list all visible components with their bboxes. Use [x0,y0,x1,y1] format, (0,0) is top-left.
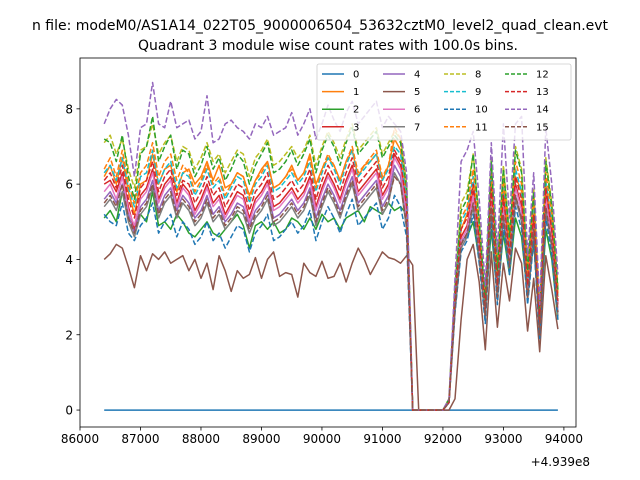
x-tick-label: 92000 [424,432,462,446]
series-line-5 [103,243,559,411]
x-tick-label: 86000 [61,432,99,446]
x-tick-label: 91000 [363,432,401,446]
legend-label-3: 3 [353,122,359,133]
x-tick-label: 93000 [484,432,522,446]
x-offset-label: +4.939e8 [531,455,590,469]
y-tick-label: 2 [65,328,73,342]
legend-label-13: 13 [536,87,549,98]
y-tick-label: 4 [65,253,73,267]
legend-label-5: 5 [414,87,420,98]
legend-label-11: 11 [475,122,488,133]
series-line-10 [103,194,559,411]
axes-frame [79,57,577,428]
legend-label-15: 15 [536,122,549,133]
figure-suptitle: n file: modeM0/AS1A14_022T05_9000006504_… [32,18,609,34]
legend-label-0: 0 [353,70,359,81]
legend-label-12: 12 [536,70,549,81]
y-tick-label: 8 [65,102,73,116]
y-tick-label: 0 [65,404,73,418]
legend-label-1: 1 [353,87,359,98]
x-tick-label: 88000 [182,432,220,446]
legend-label-10: 10 [475,105,488,116]
legend-label-6: 6 [414,105,420,116]
legend-box [316,63,572,141]
chart-title: Quadrant 3 module wise count rates with … [138,38,518,54]
legend-label-4: 4 [414,70,420,81]
legend-label-14: 14 [536,105,549,116]
legend-label-8: 8 [475,70,481,81]
x-tick-label: 94000 [545,432,583,446]
y-tick-label: 6 [65,178,73,192]
series-line-13 [103,149,559,411]
series-line-11 [103,126,559,411]
x-tick-label: 89000 [242,432,280,446]
x-tick-label: 87000 [121,432,159,446]
legend-label-7: 7 [414,122,420,133]
legend-label-2: 2 [353,105,359,116]
x-tick-label: 90000 [303,432,341,446]
series-line-12 [103,115,559,411]
series-line-15 [103,175,559,411]
legend-label-9: 9 [475,87,481,98]
axes: 86000 87000 88000 89000 90000 91000 92000 93000… [61,57,583,446]
